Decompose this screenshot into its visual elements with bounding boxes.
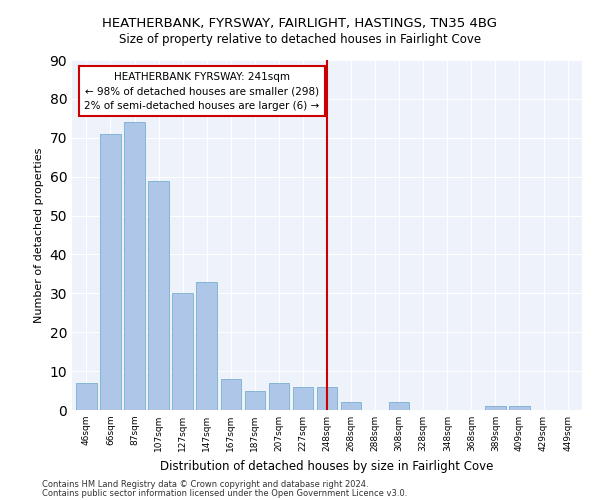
Text: Contains public sector information licensed under the Open Government Licence v3: Contains public sector information licen… xyxy=(42,489,407,498)
Bar xyxy=(245,390,265,410)
Bar xyxy=(509,406,530,410)
Bar xyxy=(221,379,241,410)
Text: HEATHERBANK, FYRSWAY, FAIRLIGHT, HASTINGS, TN35 4BG: HEATHERBANK, FYRSWAY, FAIRLIGHT, HASTING… xyxy=(103,18,497,30)
Bar xyxy=(341,402,361,410)
Bar xyxy=(100,134,121,410)
Bar xyxy=(148,180,169,410)
Bar xyxy=(317,386,337,410)
Bar xyxy=(389,402,409,410)
Text: Size of property relative to detached houses in Fairlight Cove: Size of property relative to detached ho… xyxy=(119,32,481,46)
Bar xyxy=(196,282,217,410)
Text: Contains HM Land Registry data © Crown copyright and database right 2024.: Contains HM Land Registry data © Crown c… xyxy=(42,480,368,489)
Bar xyxy=(76,383,97,410)
Bar xyxy=(269,383,289,410)
Y-axis label: Number of detached properties: Number of detached properties xyxy=(34,148,44,322)
Text: HEATHERBANK FYRSWAY: 241sqm
← 98% of detached houses are smaller (298)
2% of sem: HEATHERBANK FYRSWAY: 241sqm ← 98% of det… xyxy=(84,72,320,112)
Bar xyxy=(124,122,145,410)
Bar xyxy=(172,294,193,410)
X-axis label: Distribution of detached houses by size in Fairlight Cove: Distribution of detached houses by size … xyxy=(160,460,494,472)
Bar xyxy=(293,386,313,410)
Bar xyxy=(485,406,506,410)
